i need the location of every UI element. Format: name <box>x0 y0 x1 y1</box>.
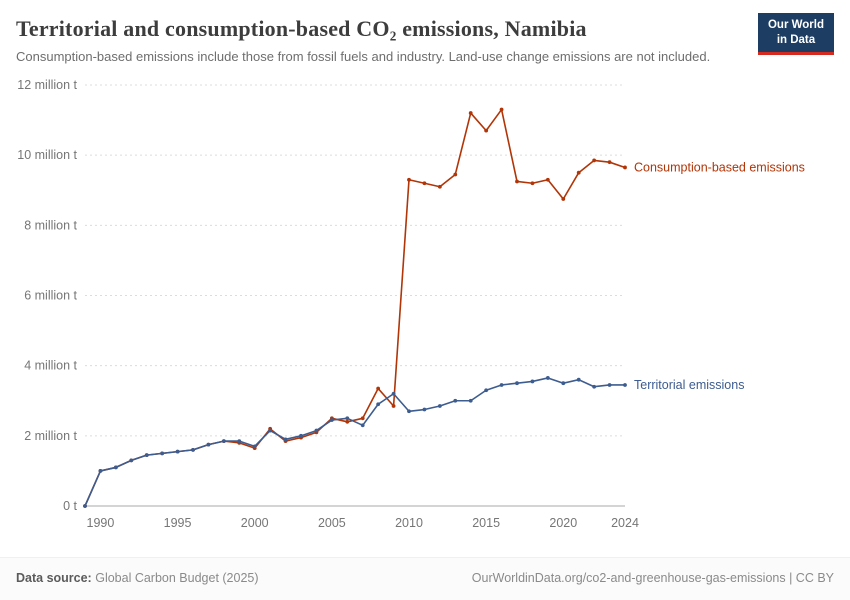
owid-logo[interactable]: Our World in Data <box>757 13 834 55</box>
data-point <box>175 449 180 454</box>
data-point <box>252 443 257 448</box>
data-point <box>515 380 519 385</box>
data-point <box>268 428 273 432</box>
y-axis-tick-label: 4 million t <box>24 358 77 372</box>
y-axis-tick-label: 2 million t <box>24 428 77 442</box>
data-point <box>391 403 396 408</box>
y-axis-tick-label: 0 t <box>63 499 77 513</box>
data-point <box>360 422 365 427</box>
chart-header: Territorial and consumption-based CO₂ em… <box>0 0 850 67</box>
x-axis-tick-label: 2015 <box>472 516 500 529</box>
data-point <box>592 158 597 162</box>
data-point <box>144 452 149 457</box>
data-point <box>191 447 195 452</box>
data-point <box>607 159 612 164</box>
data-point <box>206 442 211 447</box>
data-point <box>545 177 550 182</box>
x-axis-tick-label: 1995 <box>164 516 192 529</box>
data-point <box>530 379 535 383</box>
series-label: Territorial emissions <box>634 377 744 391</box>
data-point <box>83 503 87 508</box>
data-point <box>499 107 504 111</box>
data-point <box>329 417 334 422</box>
data-point <box>360 415 365 420</box>
chart-footer: Data source: Global Carbon Budget (2025)… <box>0 557 850 600</box>
data-point <box>113 465 118 469</box>
data-point <box>607 382 612 387</box>
data-point <box>468 398 473 403</box>
data-source-value: Global Carbon Budget (2025) <box>95 571 259 585</box>
x-axis-tick-label: 2000 <box>241 516 269 529</box>
data-point <box>345 415 350 420</box>
y-axis-tick-label: 6 million t <box>24 288 77 302</box>
data-point <box>376 386 381 390</box>
owid-logo-line2: in Data <box>776 33 816 46</box>
data-point <box>237 438 242 443</box>
data-point <box>561 196 566 201</box>
chart-area: 0 t 2 million t 4 million t 6 million t 8 mi… <box>0 69 850 529</box>
data-point <box>499 382 504 387</box>
data-point <box>314 428 319 432</box>
data-point <box>407 408 411 413</box>
data-point <box>453 172 458 176</box>
data-point <box>484 128 489 133</box>
data-point <box>468 110 473 115</box>
data-point <box>437 184 442 189</box>
data-point <box>484 387 489 392</box>
data-point <box>422 180 427 185</box>
data-point <box>592 384 597 389</box>
data-point <box>376 401 381 406</box>
series-label: Consumption-based emissions <box>634 160 805 174</box>
chart-subtitle: Consumption-based emissions include thos… <box>16 49 711 64</box>
page-title: Territorial and consumption-based CO₂ em… <box>16 16 587 41</box>
data-point <box>407 177 411 182</box>
owid-logo-line1: Our World <box>767 19 824 31</box>
data-point <box>299 433 303 438</box>
license-link[interactable]: OurWorldinData.org/co2-and-greenhouse-ga… <box>471 571 834 585</box>
data-point <box>515 179 519 183</box>
series-line <box>84 108 626 507</box>
data-point <box>576 377 581 382</box>
x-axis-tick-label: 2005 <box>318 516 346 529</box>
data-point <box>530 180 535 185</box>
data-point <box>437 403 442 408</box>
data-point <box>623 382 627 387</box>
data-point <box>129 457 134 462</box>
y-axis-tick-label: 10 million t <box>17 148 77 162</box>
data-point <box>221 438 226 443</box>
x-axis-tick-label: 2020 <box>549 516 577 529</box>
y-axis-tick-label: 12 million t <box>17 78 77 92</box>
line-chart: 0 t 2 million t 4 million t 6 million t 8 mi… <box>17 78 805 529</box>
data-point <box>391 391 396 396</box>
data-source-label: Data source: <box>16 571 92 585</box>
series-line <box>84 376 626 507</box>
data-point <box>545 375 550 380</box>
data-point <box>345 419 350 424</box>
data-point <box>561 380 566 385</box>
y-axis-tick-label: 8 million t <box>24 218 77 232</box>
data-point <box>422 407 427 411</box>
data-point <box>98 468 103 473</box>
x-axis-tick-label: 1990 <box>87 516 115 529</box>
data-point <box>160 450 165 455</box>
x-axis-tick-label: 2010 <box>395 516 423 529</box>
data-point <box>283 436 288 441</box>
data-point <box>623 165 627 169</box>
data-point <box>576 170 581 175</box>
data-source: Data source: Global Carbon Budget (2025) <box>16 571 259 585</box>
data-point <box>453 398 458 403</box>
x-axis-tick-label: 2024 <box>611 516 639 529</box>
